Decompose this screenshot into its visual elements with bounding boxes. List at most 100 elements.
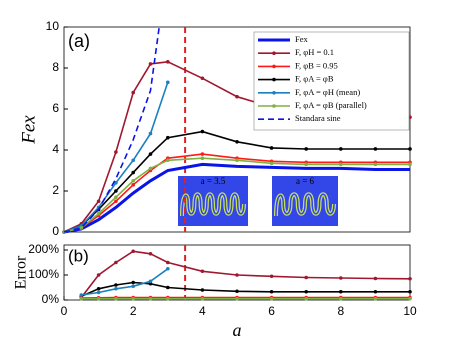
data-point xyxy=(166,80,170,85)
legend-label: Fex xyxy=(295,34,309,44)
data-point xyxy=(304,289,309,294)
y-tick-label: 4 xyxy=(52,142,59,156)
data-point xyxy=(373,289,378,294)
data-point xyxy=(148,279,153,284)
data-point xyxy=(373,276,378,281)
inset-wave-core xyxy=(275,193,335,217)
data-point xyxy=(339,276,343,280)
data-point xyxy=(235,140,239,144)
inset-image: a = 3.5 xyxy=(178,176,248,226)
data-point xyxy=(131,280,135,285)
data-point xyxy=(200,129,205,134)
data-point xyxy=(339,296,343,301)
data-point xyxy=(114,296,118,301)
legend-marker xyxy=(272,64,276,69)
y-tick-label: 0 xyxy=(52,224,59,238)
data-point xyxy=(166,60,170,64)
y-tick-label: 2 xyxy=(52,183,59,197)
data-point xyxy=(235,94,239,99)
legend-box xyxy=(253,31,410,131)
data-point xyxy=(269,146,274,150)
panel-label: (b) xyxy=(68,246,89,265)
data-point xyxy=(166,158,170,163)
series-line xyxy=(63,153,410,233)
data-point xyxy=(131,284,135,289)
y-tick-label: 100% xyxy=(28,267,59,281)
data-point xyxy=(373,162,378,167)
data-point xyxy=(131,249,135,254)
legend-label: Standara sine xyxy=(295,113,341,123)
data-point xyxy=(408,162,412,167)
y-axis-label: Error xyxy=(13,255,30,289)
data-point xyxy=(148,131,153,136)
data-point xyxy=(96,273,101,277)
data-point xyxy=(114,189,118,193)
data-point xyxy=(148,296,153,301)
x-tick-label: 4 xyxy=(199,304,206,318)
x-tick-label: 2 xyxy=(130,304,137,318)
data-point xyxy=(408,289,412,294)
series-line xyxy=(63,26,160,233)
y-axis-label: Fex xyxy=(18,115,39,145)
data-point xyxy=(131,178,135,183)
data-point xyxy=(79,296,84,301)
data-point xyxy=(131,170,135,175)
data-point xyxy=(235,296,239,301)
y-tick-label: 10 xyxy=(46,19,60,33)
panel-label: (a) xyxy=(68,31,90,51)
data-point xyxy=(148,251,153,256)
legend-label: F, φA = φH (mean) xyxy=(295,87,360,97)
data-point xyxy=(200,288,205,292)
x-tick-label: 10 xyxy=(403,304,417,318)
legend-marker xyxy=(272,77,276,82)
inset-label: a = 6 xyxy=(296,176,315,186)
data-point xyxy=(373,296,378,301)
data-point xyxy=(166,285,170,290)
data-point xyxy=(339,147,343,151)
inset-image: a = 6 xyxy=(272,176,338,226)
data-point xyxy=(79,293,84,297)
data-point xyxy=(114,286,118,291)
legend-label: F, φB = 0.95 xyxy=(295,60,338,70)
data-point xyxy=(304,162,309,167)
legend-marker xyxy=(272,104,276,108)
data-point xyxy=(166,266,170,271)
data-point xyxy=(114,199,118,204)
legend-label: F, φH = 0.1 xyxy=(295,47,334,57)
data-point xyxy=(373,147,378,151)
series-line xyxy=(81,296,410,299)
data-point xyxy=(200,152,205,156)
data-point xyxy=(408,296,412,301)
data-point xyxy=(166,260,170,265)
data-point xyxy=(408,147,412,151)
x-tick-label: 6 xyxy=(268,304,275,318)
data-point xyxy=(131,183,135,187)
data-point xyxy=(96,211,101,216)
data-point xyxy=(114,283,118,287)
y-tick-label: 6 xyxy=(52,101,59,115)
data-point xyxy=(96,290,101,295)
x-tick-label: 8 xyxy=(337,304,344,318)
x-axis-label: a xyxy=(233,320,242,340)
data-point xyxy=(200,296,205,301)
data-point xyxy=(269,289,274,294)
data-point xyxy=(269,161,274,166)
data-point xyxy=(96,286,101,291)
legend-marker xyxy=(272,51,276,55)
data-point xyxy=(148,62,153,66)
data-point xyxy=(408,276,412,281)
y-tick-label: 200% xyxy=(28,242,59,256)
series-line xyxy=(81,268,169,296)
data-point xyxy=(200,76,205,81)
data-point xyxy=(339,162,343,167)
data-point xyxy=(269,274,274,279)
data-point xyxy=(200,156,205,160)
data-point xyxy=(304,296,309,301)
series-line xyxy=(63,157,410,233)
data-point xyxy=(148,152,153,156)
data-point xyxy=(339,289,343,294)
data-point xyxy=(200,269,205,274)
series-line xyxy=(63,130,410,233)
